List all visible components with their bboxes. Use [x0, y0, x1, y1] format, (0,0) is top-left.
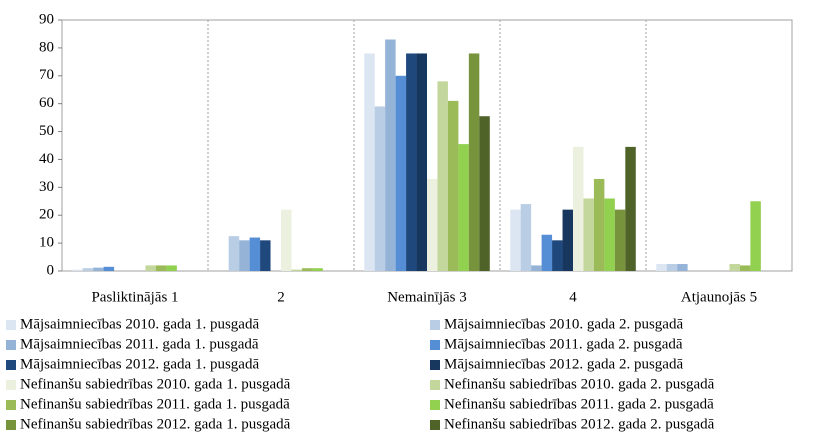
y-tick-label: 20	[39, 207, 54, 223]
bar	[374, 106, 386, 271]
legend-swatch	[430, 360, 440, 370]
bar	[510, 209, 521, 271]
legend-label: Mājsaimniecības 2011. gada 1. pusgadā	[20, 336, 259, 352]
bar	[552, 240, 563, 271]
bar	[93, 267, 104, 271]
legend-label: Mājsaimniecības 2012. gada 1. pusgadā	[20, 356, 259, 372]
y-tick-label: 60	[39, 95, 54, 111]
legend-label: Nefinanšu sabiedrības 2010. gada 1. pusg…	[20, 376, 291, 392]
legend-label: Nefinanšu sabiedrības 2012. gada 2. pusg…	[444, 416, 715, 432]
bar	[427, 178, 438, 271]
bar	[260, 240, 271, 271]
legend-swatch	[6, 340, 16, 350]
bar	[155, 265, 167, 271]
bar	[103, 266, 115, 271]
bar	[614, 209, 626, 271]
y-tick-label: 50	[39, 123, 54, 139]
bar	[458, 144, 469, 271]
y-tick-label: 10	[39, 235, 54, 251]
legend-swatch	[6, 400, 16, 410]
bar	[406, 53, 417, 271]
legend-label: Mājsaimniecības 2012. gada 2. pusgadā	[444, 356, 683, 372]
bar	[604, 198, 615, 271]
bar	[739, 265, 751, 271]
x-tick-label: 2	[277, 289, 285, 305]
legend-swatch	[430, 320, 440, 330]
bar	[562, 209, 573, 271]
y-tick-label: 40	[39, 151, 54, 167]
bar	[416, 53, 427, 271]
y-tick-label: 90	[39, 11, 54, 27]
bar	[583, 198, 594, 271]
bar	[281, 209, 292, 271]
bar	[291, 269, 302, 271]
bar	[593, 178, 605, 271]
bar	[677, 264, 688, 271]
legend-swatch	[6, 360, 16, 370]
bar	[666, 264, 678, 271]
legend-label: Nefinanšu sabiedrības 2011. gada 1. pusg…	[20, 396, 290, 412]
bar	[750, 201, 761, 271]
bar	[656, 264, 667, 271]
legend-swatch	[430, 340, 440, 350]
legend-label: Nefinanšu sabiedrības 2010. gada 2. pusg…	[444, 376, 715, 392]
bar	[531, 265, 542, 271]
legend-swatch	[6, 380, 16, 390]
bar	[520, 204, 532, 271]
x-tick-label: 4	[569, 289, 577, 305]
bar	[395, 75, 407, 272]
bar	[625, 146, 636, 271]
bar	[468, 53, 480, 271]
bar	[82, 268, 94, 271]
bar	[301, 268, 313, 271]
legend-label: Mājsaimniecības 2010. gada 2. pusgadā	[444, 316, 683, 332]
x-tick-label: Atjaunojās 5	[681, 289, 757, 305]
legend-swatch	[430, 380, 440, 390]
bar	[166, 265, 177, 271]
bar	[385, 39, 396, 272]
bar	[729, 264, 740, 271]
bar	[479, 116, 490, 271]
y-tick-label: 70	[39, 67, 54, 83]
bar	[364, 53, 375, 271]
y-tick-label: 30	[39, 179, 54, 195]
y-tick-label: 80	[39, 39, 54, 55]
bar	[249, 237, 261, 271]
bar	[437, 81, 448, 271]
legend-swatch	[430, 420, 440, 430]
legend-swatch	[6, 420, 16, 430]
bar	[541, 234, 553, 271]
legend-label: Nefinanšu sabiedrības 2012. gada 1. pusg…	[20, 416, 291, 432]
legend-label: Mājsaimniecības 2010. gada 1. pusgadā	[20, 316, 259, 332]
x-tick-label: Pasliktinājās 1	[91, 289, 178, 305]
bar	[145, 265, 156, 271]
x-tick-label: Nemainījās 3	[387, 289, 467, 305]
bar	[228, 236, 240, 271]
legend-label: Nefinanšu sabiedrības 2011. gada 2. pusg…	[444, 396, 714, 412]
legend-swatch	[430, 400, 440, 410]
legend-label: Mājsaimniecības 2011. gada 2. pusgadā	[444, 336, 683, 352]
y-tick-label: 0	[47, 262, 55, 278]
bar	[447, 100, 459, 271]
bar	[72, 269, 83, 271]
legend-swatch	[6, 320, 16, 330]
bar	[573, 146, 584, 271]
bar	[312, 268, 323, 271]
bar	[239, 240, 250, 271]
